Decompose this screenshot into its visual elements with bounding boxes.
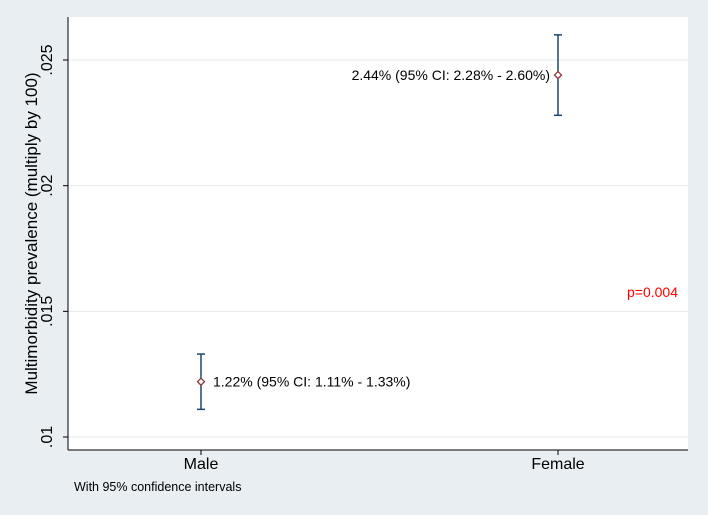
x-tick-label: Female (531, 456, 584, 473)
y-tick-label: .015 (39, 296, 56, 327)
x-tick-label: Male (184, 456, 219, 473)
y-tick-label: .01 (39, 426, 56, 448)
data-label: 1.22% (95% CI: 1.11% - 1.33%) (213, 374, 410, 390)
chart-note: With 95% confidence intervals (74, 480, 241, 494)
y-axis-label: Multimorbidity prevalence (multiply by 1… (22, 72, 41, 394)
ci-point-male: 1.22% (95% CI: 1.11% - 1.33%) (196, 353, 410, 411)
ci-point-female: 2.44% (95% CI: 2.28% - 2.60%) (352, 34, 563, 117)
x-axis-ticks: Male Female (184, 450, 585, 473)
data-label: 2.44% (95% CI: 2.28% - 2.60%) (352, 67, 550, 83)
grid-lines (68, 59, 688, 438)
data-point-marker (553, 70, 563, 80)
y-tick-label: .025 (39, 44, 56, 75)
data-marks: 1.22% (95% CI: 1.11% - 1.33%) 2.44% (95% … (196, 34, 563, 411)
data-point-marker (196, 377, 206, 387)
plot-area (68, 17, 688, 450)
y-axis-ticks: .01 .015 .02 .025 (39, 44, 68, 448)
p-value-annotation: p=0.004 (627, 284, 678, 300)
y-tick-label: .02 (39, 174, 56, 196)
